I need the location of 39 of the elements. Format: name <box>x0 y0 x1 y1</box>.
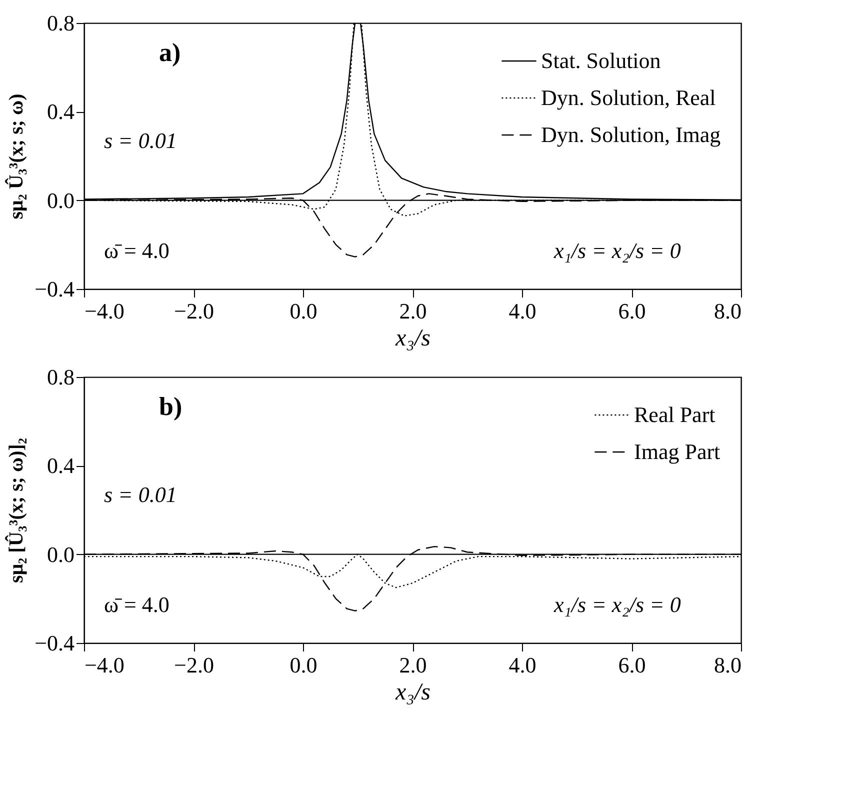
x-tick-label: 8.0 <box>714 652 742 678</box>
legend-label: Imag Part <box>634 439 720 464</box>
x-tick-label: 2.0 <box>399 652 427 678</box>
x-tick-label: −2.0 <box>174 652 214 678</box>
y-tick-label: 0.4 <box>47 99 74 124</box>
y-tick-label: 0.0 <box>47 188 74 213</box>
x-axis-title: x₃/s <box>394 680 431 706</box>
y-tick-label: 0.4 <box>47 453 74 478</box>
annotation: ω̄ = 4.0 <box>104 238 170 263</box>
x-tick-label: 6.0 <box>618 652 646 678</box>
annotation: s = 0.01 <box>104 128 177 153</box>
y-tick-label: 0.8 <box>47 364 74 390</box>
x-tick-label: −2.0 <box>174 298 214 324</box>
x-tick-label: −4.0 <box>84 652 124 678</box>
annotation: ω̄ = 4.0 <box>104 592 170 617</box>
legend-label: Stat. Solution <box>541 48 661 73</box>
x-tick-label: −4.0 <box>84 298 124 324</box>
y-tick-label: 0.0 <box>47 542 74 567</box>
x-axis-title: x₃/s <box>394 326 431 352</box>
y-axis-title: sμ₂ Û₃³(x; s; ω) <box>4 94 28 220</box>
x-tick-label: 2.0 <box>399 298 427 324</box>
x-tick-label: 6.0 <box>618 298 646 324</box>
annotation: a) <box>159 38 181 67</box>
annotation: s = 0.01 <box>104 482 177 507</box>
x-tick-label: 0.0 <box>290 652 318 678</box>
annotation: b) <box>159 392 182 421</box>
annotation: x₁/s = x₂/s = 0 <box>553 238 681 263</box>
x-tick-label: 4.0 <box>508 298 536 324</box>
y-tick-label: −0.4 <box>34 276 74 302</box>
x-tick-label: 8.0 <box>714 298 742 324</box>
y-tick-label: 0.8 <box>47 10 74 36</box>
legend-label: Dyn. Solution, Real <box>541 85 716 110</box>
legend-label: Real Part <box>634 402 716 427</box>
y-tick-label: −0.4 <box>34 630 74 656</box>
y-axis-title: sμ₂ [Û₃³(x; s; ω)]₂ <box>4 438 28 583</box>
x-tick-label: 4.0 <box>508 652 536 678</box>
legend-label: Dyn. Solution, Imag <box>541 122 721 147</box>
x-tick-label: 0.0 <box>290 298 318 324</box>
annotation: x₁/s = x₂/s = 0 <box>553 592 681 617</box>
